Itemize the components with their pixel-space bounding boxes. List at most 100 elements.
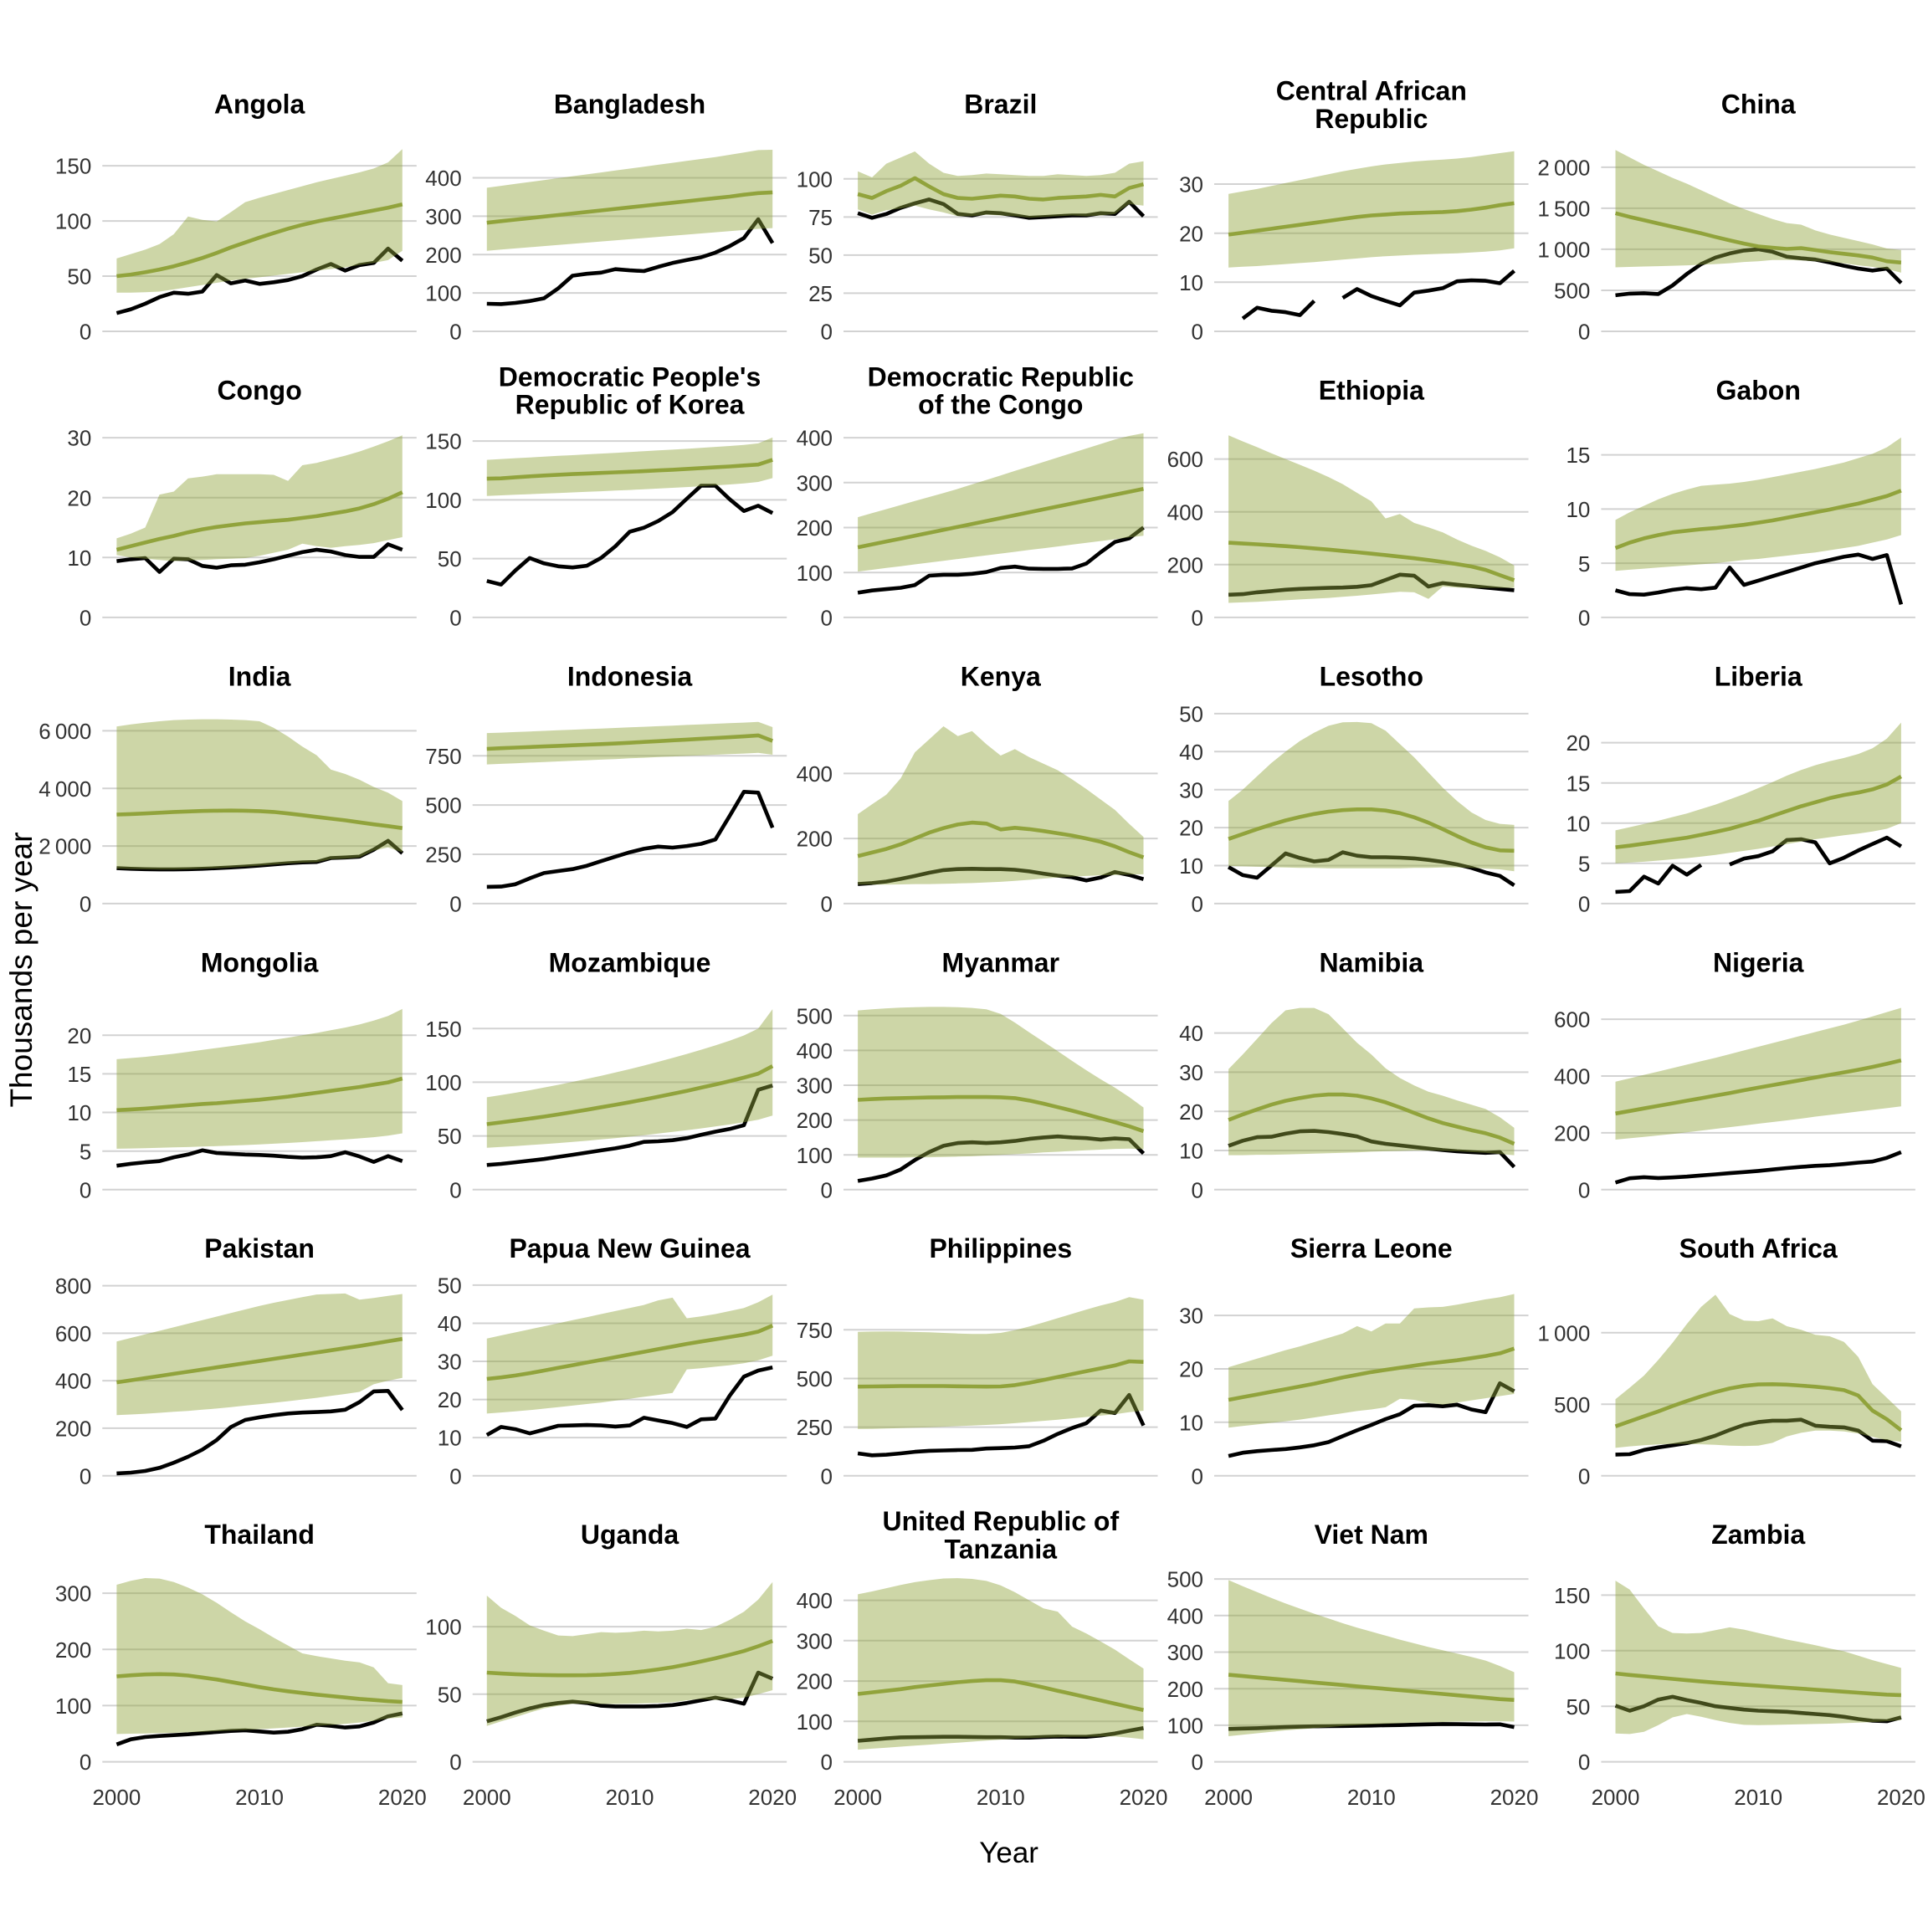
svg-text:0: 0 bbox=[1192, 1177, 1203, 1202]
svg-text:2010: 2010 bbox=[977, 1785, 1025, 1810]
svg-text:200: 200 bbox=[1167, 552, 1203, 577]
svg-text:250: 250 bbox=[797, 1415, 833, 1440]
svg-text:10: 10 bbox=[1179, 270, 1203, 295]
svg-text:Bangladesh: Bangladesh bbox=[554, 90, 705, 120]
svg-text:0: 0 bbox=[79, 892, 91, 917]
svg-text:400: 400 bbox=[55, 1369, 91, 1394]
svg-text:40: 40 bbox=[1179, 740, 1203, 765]
svg-text:2010: 2010 bbox=[235, 1785, 284, 1810]
svg-text:100: 100 bbox=[1554, 1638, 1590, 1663]
svg-text:400: 400 bbox=[1167, 1603, 1203, 1628]
svg-text:300: 300 bbox=[425, 204, 461, 229]
svg-text:Thousands per year: Thousands per year bbox=[4, 832, 38, 1107]
svg-text:400: 400 bbox=[797, 1038, 833, 1063]
svg-text:50: 50 bbox=[438, 1273, 462, 1299]
svg-text:30: 30 bbox=[1179, 1060, 1203, 1085]
svg-text:2000: 2000 bbox=[92, 1785, 141, 1810]
svg-text:20: 20 bbox=[1179, 816, 1203, 841]
svg-text:10: 10 bbox=[1179, 853, 1203, 879]
svg-text:40: 40 bbox=[1179, 1021, 1203, 1046]
svg-text:0: 0 bbox=[79, 606, 91, 631]
svg-text:10: 10 bbox=[1179, 1410, 1203, 1435]
svg-text:0: 0 bbox=[821, 320, 833, 345]
svg-text:30: 30 bbox=[1179, 777, 1203, 802]
svg-text:25: 25 bbox=[808, 281, 833, 306]
svg-text:0: 0 bbox=[449, 1750, 461, 1775]
svg-text:400: 400 bbox=[1167, 500, 1203, 525]
svg-text:2020: 2020 bbox=[1120, 1785, 1168, 1810]
svg-text:0: 0 bbox=[821, 892, 833, 917]
svg-text:Brazil: Brazil bbox=[964, 90, 1037, 120]
svg-text:800: 800 bbox=[55, 1273, 91, 1299]
svg-text:100: 100 bbox=[797, 1709, 833, 1735]
svg-text:100: 100 bbox=[55, 209, 91, 234]
svg-text:2020: 2020 bbox=[378, 1785, 427, 1810]
svg-text:0: 0 bbox=[449, 606, 461, 631]
svg-text:Indonesia: Indonesia bbox=[567, 661, 693, 691]
svg-text:150: 150 bbox=[425, 1017, 461, 1042]
svg-text:0: 0 bbox=[79, 1750, 91, 1775]
svg-text:0: 0 bbox=[449, 1177, 461, 1202]
svg-text:Myanmar: Myanmar bbox=[942, 947, 1060, 977]
svg-text:4 000: 4 000 bbox=[38, 776, 91, 802]
svg-text:2000: 2000 bbox=[1204, 1785, 1253, 1810]
svg-text:100: 100 bbox=[55, 1694, 91, 1719]
svg-text:5: 5 bbox=[79, 1139, 91, 1164]
svg-text:2010: 2010 bbox=[606, 1785, 654, 1810]
svg-text:Philippines: Philippines bbox=[929, 1233, 1072, 1263]
svg-text:Nigeria: Nigeria bbox=[1713, 947, 1804, 977]
svg-text:0: 0 bbox=[1192, 1463, 1203, 1489]
svg-text:50: 50 bbox=[67, 264, 91, 290]
svg-text:United Republic of: United Republic of bbox=[882, 1506, 1119, 1536]
svg-text:10: 10 bbox=[438, 1426, 462, 1451]
svg-text:50: 50 bbox=[1566, 1694, 1590, 1719]
svg-text:Republic: Republic bbox=[1315, 104, 1428, 134]
svg-text:30: 30 bbox=[438, 1350, 462, 1375]
svg-text:China: China bbox=[1721, 90, 1796, 120]
svg-text:20: 20 bbox=[438, 1387, 462, 1412]
svg-text:0: 0 bbox=[1578, 1463, 1590, 1489]
svg-text:750: 750 bbox=[797, 1318, 833, 1343]
svg-text:500: 500 bbox=[1167, 1567, 1203, 1592]
svg-text:Thailand: Thailand bbox=[204, 1519, 315, 1550]
svg-text:India: India bbox=[228, 661, 291, 691]
svg-text:0: 0 bbox=[449, 320, 461, 345]
svg-text:0: 0 bbox=[79, 1463, 91, 1489]
svg-text:Year: Year bbox=[979, 1837, 1038, 1869]
svg-text:400: 400 bbox=[797, 761, 833, 787]
svg-text:300: 300 bbox=[797, 1074, 833, 1099]
svg-text:South Africa: South Africa bbox=[1679, 1233, 1838, 1263]
svg-text:20: 20 bbox=[67, 485, 91, 510]
svg-text:0: 0 bbox=[821, 1750, 833, 1775]
svg-text:0: 0 bbox=[821, 1463, 833, 1489]
svg-text:Liberia: Liberia bbox=[1715, 661, 1802, 691]
svg-text:10: 10 bbox=[67, 1100, 91, 1125]
svg-text:2020: 2020 bbox=[1877, 1785, 1925, 1810]
svg-text:400: 400 bbox=[797, 1588, 833, 1613]
svg-text:15: 15 bbox=[1566, 443, 1590, 468]
svg-text:0: 0 bbox=[1192, 606, 1203, 631]
svg-text:Kenya: Kenya bbox=[961, 661, 1041, 691]
svg-text:2000: 2000 bbox=[463, 1785, 511, 1810]
svg-text:300: 300 bbox=[797, 1628, 833, 1653]
svg-text:2000: 2000 bbox=[833, 1785, 882, 1810]
svg-text:Zambia: Zambia bbox=[1711, 1519, 1805, 1550]
svg-text:200: 200 bbox=[1167, 1677, 1203, 1702]
svg-text:0: 0 bbox=[1578, 320, 1590, 345]
svg-text:Democratic People's: Democratic People's bbox=[499, 361, 761, 392]
svg-text:500: 500 bbox=[797, 1003, 833, 1028]
svg-text:200: 200 bbox=[797, 1669, 833, 1694]
svg-text:200: 200 bbox=[55, 1417, 91, 1442]
svg-text:0: 0 bbox=[449, 1463, 461, 1489]
svg-text:20: 20 bbox=[67, 1023, 91, 1048]
svg-text:600: 600 bbox=[1167, 447, 1203, 472]
svg-text:0: 0 bbox=[79, 320, 91, 345]
svg-text:Democratic Republic: Democratic Republic bbox=[868, 361, 1134, 392]
svg-text:0: 0 bbox=[1578, 1177, 1590, 1202]
svg-text:30: 30 bbox=[1179, 172, 1203, 197]
svg-text:100: 100 bbox=[425, 281, 461, 306]
svg-text:Mozambique: Mozambique bbox=[549, 947, 711, 977]
svg-text:Angola: Angola bbox=[214, 90, 305, 120]
svg-text:2010: 2010 bbox=[1734, 1785, 1782, 1810]
svg-text:Viet Nam: Viet Nam bbox=[1315, 1519, 1428, 1550]
